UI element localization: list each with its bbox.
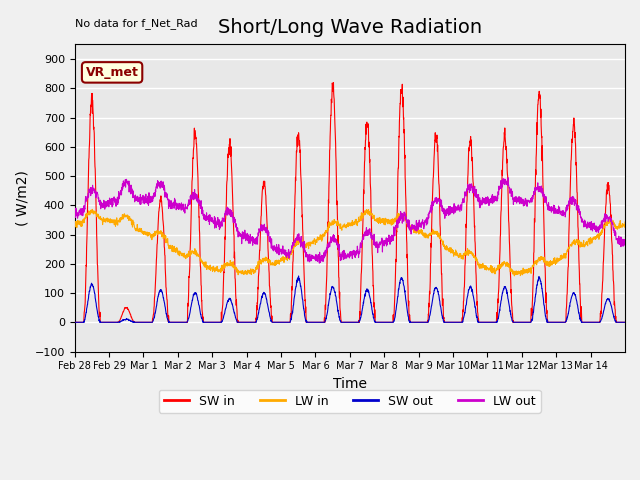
Title: Short/Long Wave Radiation: Short/Long Wave Radiation [218,18,482,37]
Text: No data for f_Net_Rad: No data for f_Net_Rad [75,18,197,29]
Y-axis label: ( W/m2): ( W/m2) [15,170,29,226]
X-axis label: Time: Time [333,377,367,391]
Legend: SW in, LW in, SW out, LW out: SW in, LW in, SW out, LW out [159,390,541,413]
Text: VR_met: VR_met [86,66,138,79]
